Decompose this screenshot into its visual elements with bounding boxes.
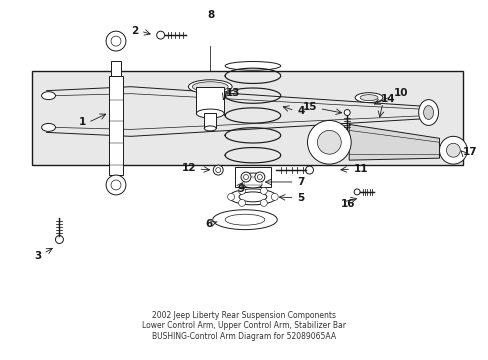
Ellipse shape — [239, 192, 266, 202]
Ellipse shape — [41, 123, 55, 131]
Text: 1: 1 — [79, 117, 86, 127]
Bar — [32, 71, 462, 165]
Circle shape — [106, 175, 126, 195]
Text: 2002 Jeep Liberty Rear Suspension Components
Lower Control Arm, Upper Control Ar: 2002 Jeep Liberty Rear Suspension Compon… — [142, 311, 346, 341]
Ellipse shape — [224, 214, 264, 225]
Text: 12: 12 — [182, 163, 196, 173]
Text: 6: 6 — [204, 219, 212, 229]
Text: 14: 14 — [380, 94, 395, 104]
Circle shape — [353, 189, 359, 195]
Circle shape — [446, 143, 459, 157]
Ellipse shape — [418, 100, 438, 125]
Ellipse shape — [229, 189, 276, 205]
Ellipse shape — [188, 80, 232, 94]
Text: 16: 16 — [341, 199, 355, 209]
Ellipse shape — [41, 92, 55, 100]
Text: 9: 9 — [237, 184, 244, 194]
Circle shape — [260, 199, 267, 206]
Circle shape — [344, 109, 349, 116]
Ellipse shape — [196, 109, 224, 118]
Text: 10: 10 — [393, 88, 407, 98]
Ellipse shape — [192, 82, 228, 92]
Bar — [196, 87, 224, 113]
Text: 3: 3 — [34, 251, 41, 261]
Ellipse shape — [244, 182, 262, 188]
Circle shape — [271, 193, 278, 201]
Text: 4: 4 — [297, 105, 305, 116]
Circle shape — [106, 31, 126, 51]
Circle shape — [254, 172, 264, 182]
Ellipse shape — [359, 95, 377, 100]
Text: 2: 2 — [131, 26, 139, 36]
Circle shape — [439, 136, 467, 164]
Circle shape — [213, 165, 223, 175]
Circle shape — [317, 130, 341, 154]
Bar — [235, 167, 270, 187]
Circle shape — [307, 121, 350, 164]
Bar — [109, 76, 122, 175]
Bar — [244, 177, 262, 185]
Ellipse shape — [242, 173, 264, 181]
Circle shape — [238, 188, 245, 194]
Circle shape — [55, 235, 63, 243]
Bar — [111, 61, 121, 121]
Bar — [204, 113, 216, 129]
Text: 11: 11 — [353, 164, 368, 174]
Text: 8: 8 — [207, 10, 214, 20]
Circle shape — [227, 193, 234, 201]
Circle shape — [241, 172, 250, 182]
Text: 5: 5 — [297, 193, 304, 203]
Text: 7: 7 — [297, 177, 305, 187]
Polygon shape — [348, 125, 439, 160]
Circle shape — [260, 188, 267, 194]
Text: 13: 13 — [225, 88, 240, 98]
Circle shape — [238, 199, 245, 206]
Ellipse shape — [354, 93, 382, 103]
Text: 15: 15 — [302, 102, 317, 112]
Ellipse shape — [212, 210, 277, 230]
Circle shape — [305, 166, 313, 174]
Ellipse shape — [423, 105, 433, 120]
Text: 17: 17 — [462, 147, 477, 157]
Ellipse shape — [204, 126, 216, 131]
Circle shape — [156, 31, 164, 39]
